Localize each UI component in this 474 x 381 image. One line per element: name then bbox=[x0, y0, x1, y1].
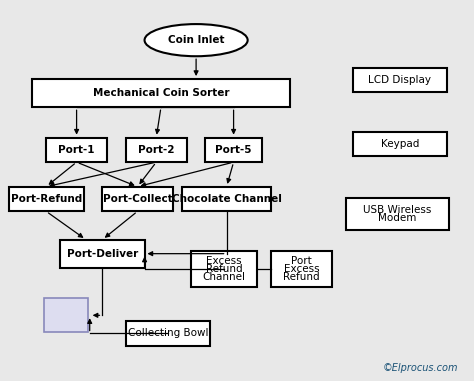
Bar bbox=[353, 67, 447, 92]
Text: Excess: Excess bbox=[206, 256, 242, 266]
Text: Port-2: Port-2 bbox=[138, 145, 174, 155]
Bar bbox=[46, 138, 107, 162]
Bar bbox=[205, 138, 262, 162]
Bar bbox=[102, 187, 173, 211]
Bar bbox=[353, 132, 447, 157]
Bar bbox=[44, 298, 88, 332]
Text: Excess: Excess bbox=[284, 264, 319, 274]
Bar bbox=[32, 79, 290, 107]
Bar bbox=[346, 198, 449, 230]
Bar bbox=[126, 321, 210, 346]
Text: Mechanical Coin Sorter: Mechanical Coin Sorter bbox=[93, 88, 229, 98]
Text: Port-Refund: Port-Refund bbox=[10, 194, 82, 204]
Text: Port: Port bbox=[291, 256, 312, 266]
Bar bbox=[9, 187, 83, 211]
Text: Port-1: Port-1 bbox=[58, 145, 95, 155]
Text: Modem: Modem bbox=[378, 213, 417, 223]
Text: Coin Inlet: Coin Inlet bbox=[168, 35, 224, 45]
Bar bbox=[60, 240, 145, 268]
Bar bbox=[191, 251, 257, 287]
Text: Keypad: Keypad bbox=[381, 139, 419, 149]
Text: ©Elprocus.com: ©Elprocus.com bbox=[383, 363, 458, 373]
Text: LCD Display: LCD Display bbox=[368, 75, 431, 85]
Text: Collecting Bowl: Collecting Bowl bbox=[128, 328, 208, 338]
Text: USB Wireless: USB Wireless bbox=[364, 205, 432, 215]
Bar bbox=[126, 138, 187, 162]
Text: Port-5: Port-5 bbox=[215, 145, 252, 155]
Text: Port-Deliver: Port-Deliver bbox=[67, 249, 138, 259]
Text: Chocolate Channel: Chocolate Channel bbox=[172, 194, 282, 204]
Ellipse shape bbox=[145, 24, 247, 56]
Bar bbox=[271, 251, 332, 287]
Text: Refund: Refund bbox=[283, 272, 320, 282]
Text: Refund: Refund bbox=[206, 264, 243, 274]
Text: Channel: Channel bbox=[203, 272, 246, 282]
Text: Port-Collect: Port-Collect bbox=[103, 194, 173, 204]
Bar bbox=[182, 187, 271, 211]
